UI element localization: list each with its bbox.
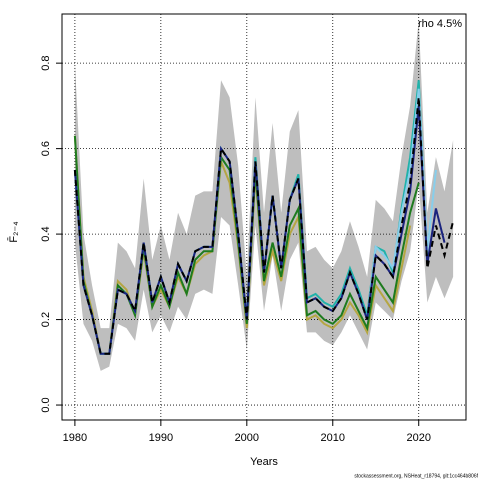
series-line [73, 97, 455, 355]
plot-frame [61, 13, 467, 421]
y-tick-label: 0.8 [40, 55, 52, 70]
x-tick-label: 2000 [235, 432, 259, 444]
y-tick-label: 0.0 [40, 397, 52, 412]
annotation: rho 4.5% [418, 18, 462, 30]
y-axis-label: F̄₂₋₄ [7, 221, 20, 243]
series-line [73, 105, 446, 355]
y-tick-label: 0.2 [40, 312, 52, 327]
x-axis-label: Years [250, 456, 278, 468]
y-tick-label: 0.6 [40, 141, 52, 156]
x-tick-label: 1990 [149, 432, 173, 444]
x-tick-label: 2020 [406, 432, 430, 444]
y-tick-label: 0.4 [40, 226, 52, 241]
series-line [73, 135, 420, 355]
confidence-band [74, 20, 454, 371]
x-tick-label: 1980 [63, 432, 87, 444]
x-tick-label: 2010 [321, 432, 345, 444]
footer: stockassessment.org, NSHeat_r18794, git:… [354, 473, 478, 479]
